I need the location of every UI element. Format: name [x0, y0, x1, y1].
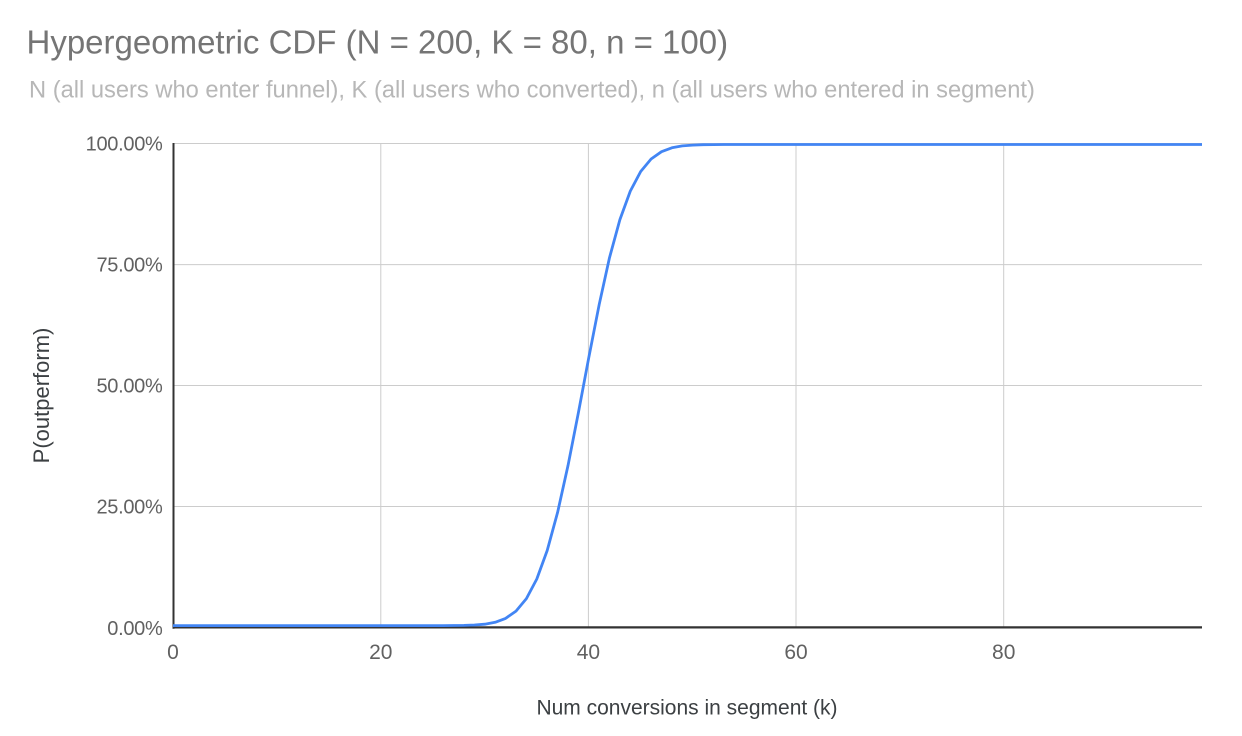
svg-text:0.00%: 0.00% — [107, 618, 163, 640]
svg-text:80: 80 — [992, 641, 1015, 664]
svg-text:40: 40 — [577, 641, 600, 664]
svg-text:0: 0 — [167, 641, 179, 664]
svg-text:N (all users who enter funnel): N (all users who enter funnel), K (all u… — [29, 78, 1035, 104]
svg-text:25.00%: 25.00% — [96, 497, 163, 519]
svg-text:75.00%: 75.00% — [96, 255, 163, 277]
svg-text:Num conversions in segment (k): Num conversions in segment (k) — [536, 697, 837, 720]
svg-text:60: 60 — [784, 641, 807, 664]
svg-text:20: 20 — [369, 641, 392, 664]
svg-text:50.00%: 50.00% — [96, 376, 163, 398]
svg-text:P(outperform): P(outperform) — [29, 328, 54, 464]
svg-text:100.00%: 100.00% — [86, 134, 163, 156]
svg-text:Hypergeometric CDF (N = 200, K: Hypergeometric CDF (N = 200, K = 80, n =… — [27, 23, 729, 60]
